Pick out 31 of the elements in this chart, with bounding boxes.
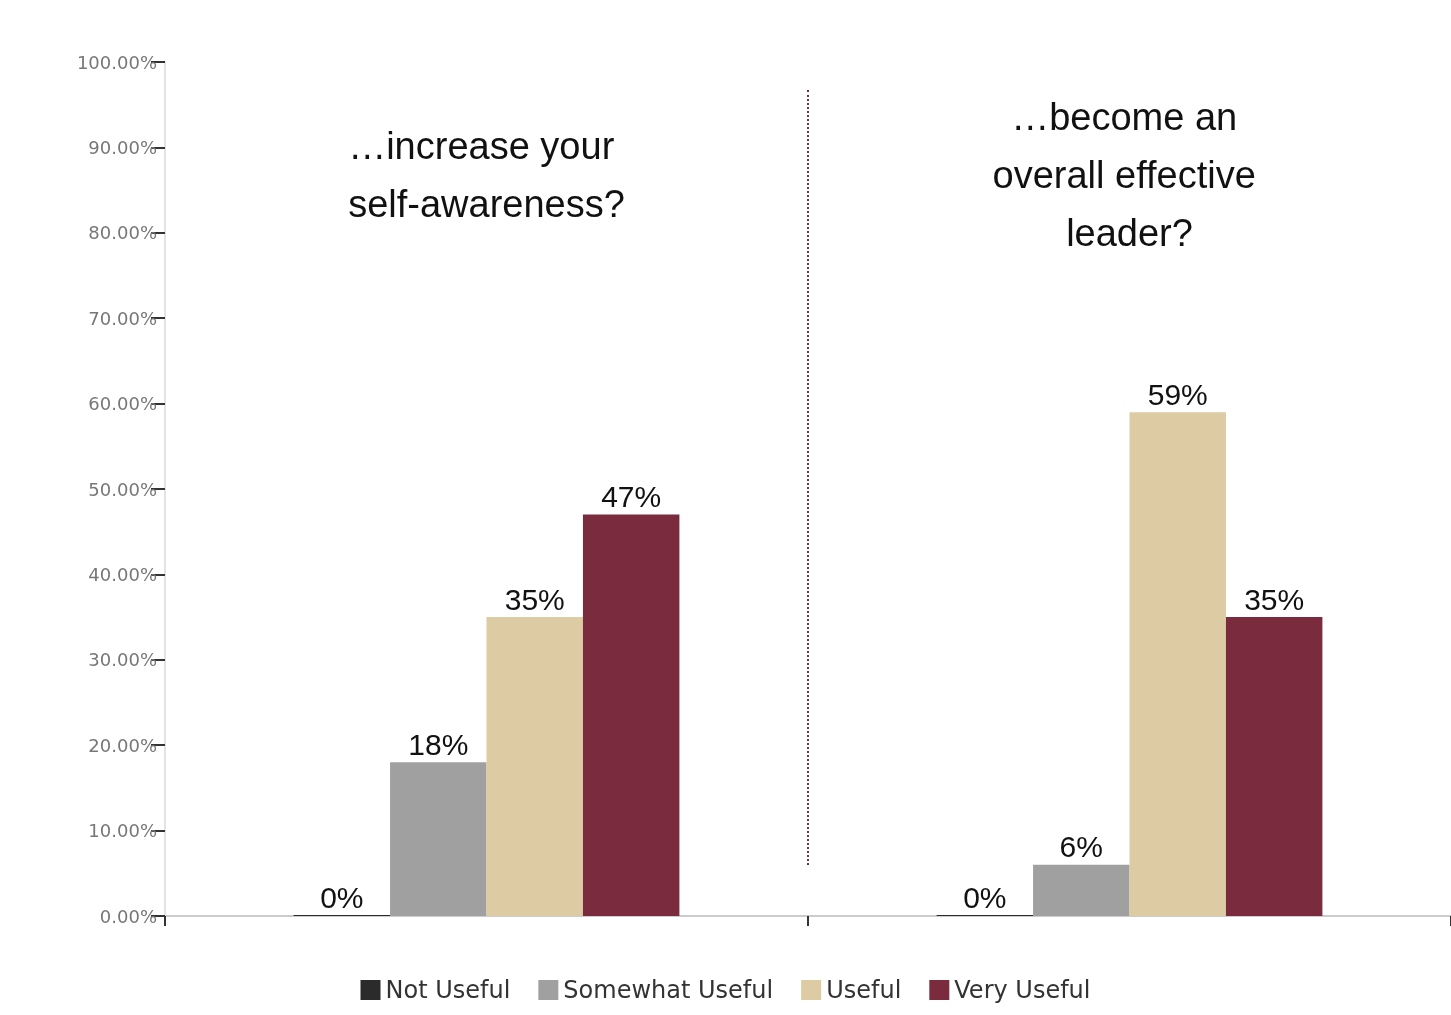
bar <box>1033 864 1130 916</box>
data-label: 18% <box>408 727 469 761</box>
legend-label: Somewhat Useful <box>563 976 774 1004</box>
y-tick-label: 70.00% <box>88 307 157 329</box>
legend-label: Very Useful <box>954 976 1091 1004</box>
data-label: 0% <box>963 880 1007 914</box>
data-label: 35% <box>504 582 565 616</box>
legend-label: Useful <box>826 976 902 1004</box>
bar <box>1225 617 1323 916</box>
annotation: …become an overall effective leader? <box>992 96 1267 254</box>
y-tick-label: 30.00% <box>88 649 157 671</box>
data-label: 35% <box>1244 582 1305 616</box>
y-tick-label: 0.00% <box>99 905 157 927</box>
y-tick-label: 100.00% <box>76 51 157 73</box>
y-tick-label: 80.00% <box>88 222 157 244</box>
y-tick-label: 50.00% <box>88 478 157 500</box>
bar <box>486 617 583 916</box>
annotation: …increase your self-awareness? <box>348 125 625 225</box>
data-label: 47% <box>601 480 662 514</box>
data-label: 6% <box>1059 830 1103 864</box>
bar <box>390 762 487 916</box>
y-tick-label: 90.00% <box>88 136 157 158</box>
y-tick-label: 40.00% <box>88 563 157 585</box>
y-tick-label: 60.00% <box>88 393 157 415</box>
y-tick-label: 20.00% <box>88 734 157 756</box>
data-label: 59% <box>1147 377 1208 411</box>
bar <box>582 514 680 916</box>
data-label: 0% <box>320 880 364 914</box>
legend-label: Not Useful <box>385 976 511 1004</box>
bar <box>1129 412 1226 916</box>
y-tick-label: 10.00% <box>88 820 157 842</box>
